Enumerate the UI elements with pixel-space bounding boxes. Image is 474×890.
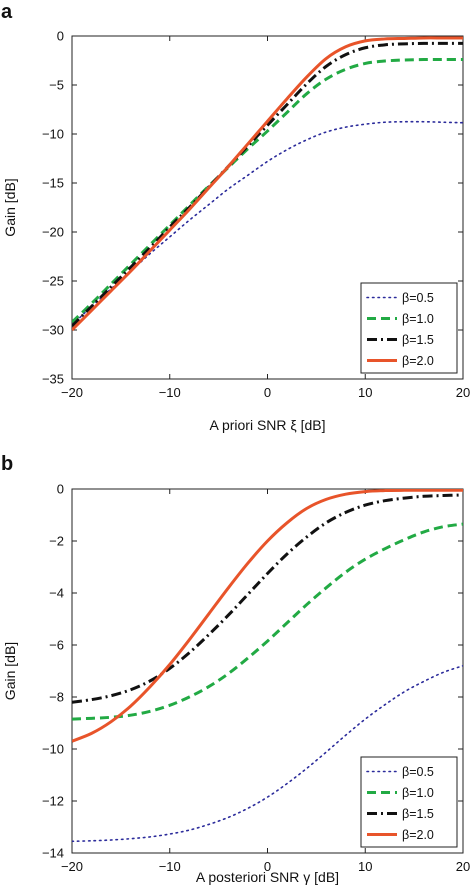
y-tick-label: 0 bbox=[57, 29, 64, 44]
x-tick-label: −20 bbox=[61, 385, 83, 400]
y-tick-label: −5 bbox=[49, 78, 64, 93]
y-axis-label: Gain [dB] bbox=[2, 642, 18, 700]
x-tick-label: 20 bbox=[456, 385, 470, 400]
series-line-3 bbox=[72, 41, 463, 328]
legend-label-2: β=1.0 bbox=[402, 312, 434, 326]
series-line-4 bbox=[72, 489, 463, 743]
panel-letter: b bbox=[1, 453, 13, 475]
legend: β=0.5 β=1.0 β=1.5 β=2.0 bbox=[360, 756, 458, 848]
chart-panel-a: a −20 −10 0 10 20 0 −5 −10 −15 −20 −25 −30 −35 A prior… bbox=[1, 1, 470, 433]
y-tick-label: −35 bbox=[42, 372, 64, 387]
y-tick-label: −25 bbox=[42, 274, 64, 289]
y-tick-label: −8 bbox=[49, 690, 64, 705]
x-tick-label: 10 bbox=[358, 859, 372, 874]
x-tick-label: 0 bbox=[264, 385, 271, 400]
legend-label-3: β=1.5 bbox=[402, 807, 434, 821]
series-group bbox=[72, 489, 463, 843]
legend: β=0.5 β=1.0 β=1.5 β=2.0 bbox=[360, 282, 458, 374]
y-tick-label: −10 bbox=[42, 742, 64, 757]
y-tick-label: −14 bbox=[42, 846, 64, 861]
chart-panel-b: b −20 −10 0 10 20 0 −2 −4 −6 −8 −10 −12 −14 A posterio… bbox=[1, 453, 470, 885]
x-tick-label: −10 bbox=[159, 859, 181, 874]
series-line-2 bbox=[72, 57, 463, 324]
x-axis-label: A priori SNR ξ [dB] bbox=[210, 417, 326, 433]
legend-box bbox=[360, 282, 458, 374]
y-axis-label: Gain [dB] bbox=[2, 178, 18, 236]
series-line-3 bbox=[72, 493, 463, 704]
y-tick-label: −2 bbox=[49, 534, 64, 549]
x-tick-label: 10 bbox=[358, 385, 372, 400]
y-tick-label: 0 bbox=[57, 482, 64, 497]
legend-label-2: β=1.0 bbox=[402, 786, 434, 800]
x-tick-label: 20 bbox=[456, 859, 470, 874]
y-tick-label: −10 bbox=[42, 127, 64, 142]
x-axis-label: A posteriori SNR γ [dB] bbox=[196, 869, 339, 885]
y-tick-label: −12 bbox=[42, 794, 64, 809]
x-tick-label: −20 bbox=[61, 859, 83, 874]
series-line-1 bbox=[72, 665, 463, 843]
legend-label-3: β=1.5 bbox=[402, 333, 434, 347]
y-tick-label: −6 bbox=[49, 638, 64, 653]
legend-label-1: β=0.5 bbox=[402, 291, 434, 305]
x-tick-label: 0 bbox=[264, 859, 271, 874]
series-group bbox=[72, 36, 463, 332]
y-tick-label: −15 bbox=[42, 176, 64, 191]
legend-label-1: β=0.5 bbox=[402, 765, 434, 779]
panel-letter: a bbox=[1, 1, 13, 23]
y-tick-label: −4 bbox=[49, 586, 64, 601]
x-tick-label: −10 bbox=[159, 385, 181, 400]
y-tick-label: −30 bbox=[42, 323, 64, 338]
legend-label-4: β=2.0 bbox=[402, 828, 434, 842]
y-tick-label: −20 bbox=[42, 225, 64, 240]
series-line-4 bbox=[72, 36, 463, 332]
legend-label-4: β=2.0 bbox=[402, 354, 434, 368]
legend-box bbox=[360, 756, 458, 848]
series-line-2 bbox=[72, 522, 463, 721]
